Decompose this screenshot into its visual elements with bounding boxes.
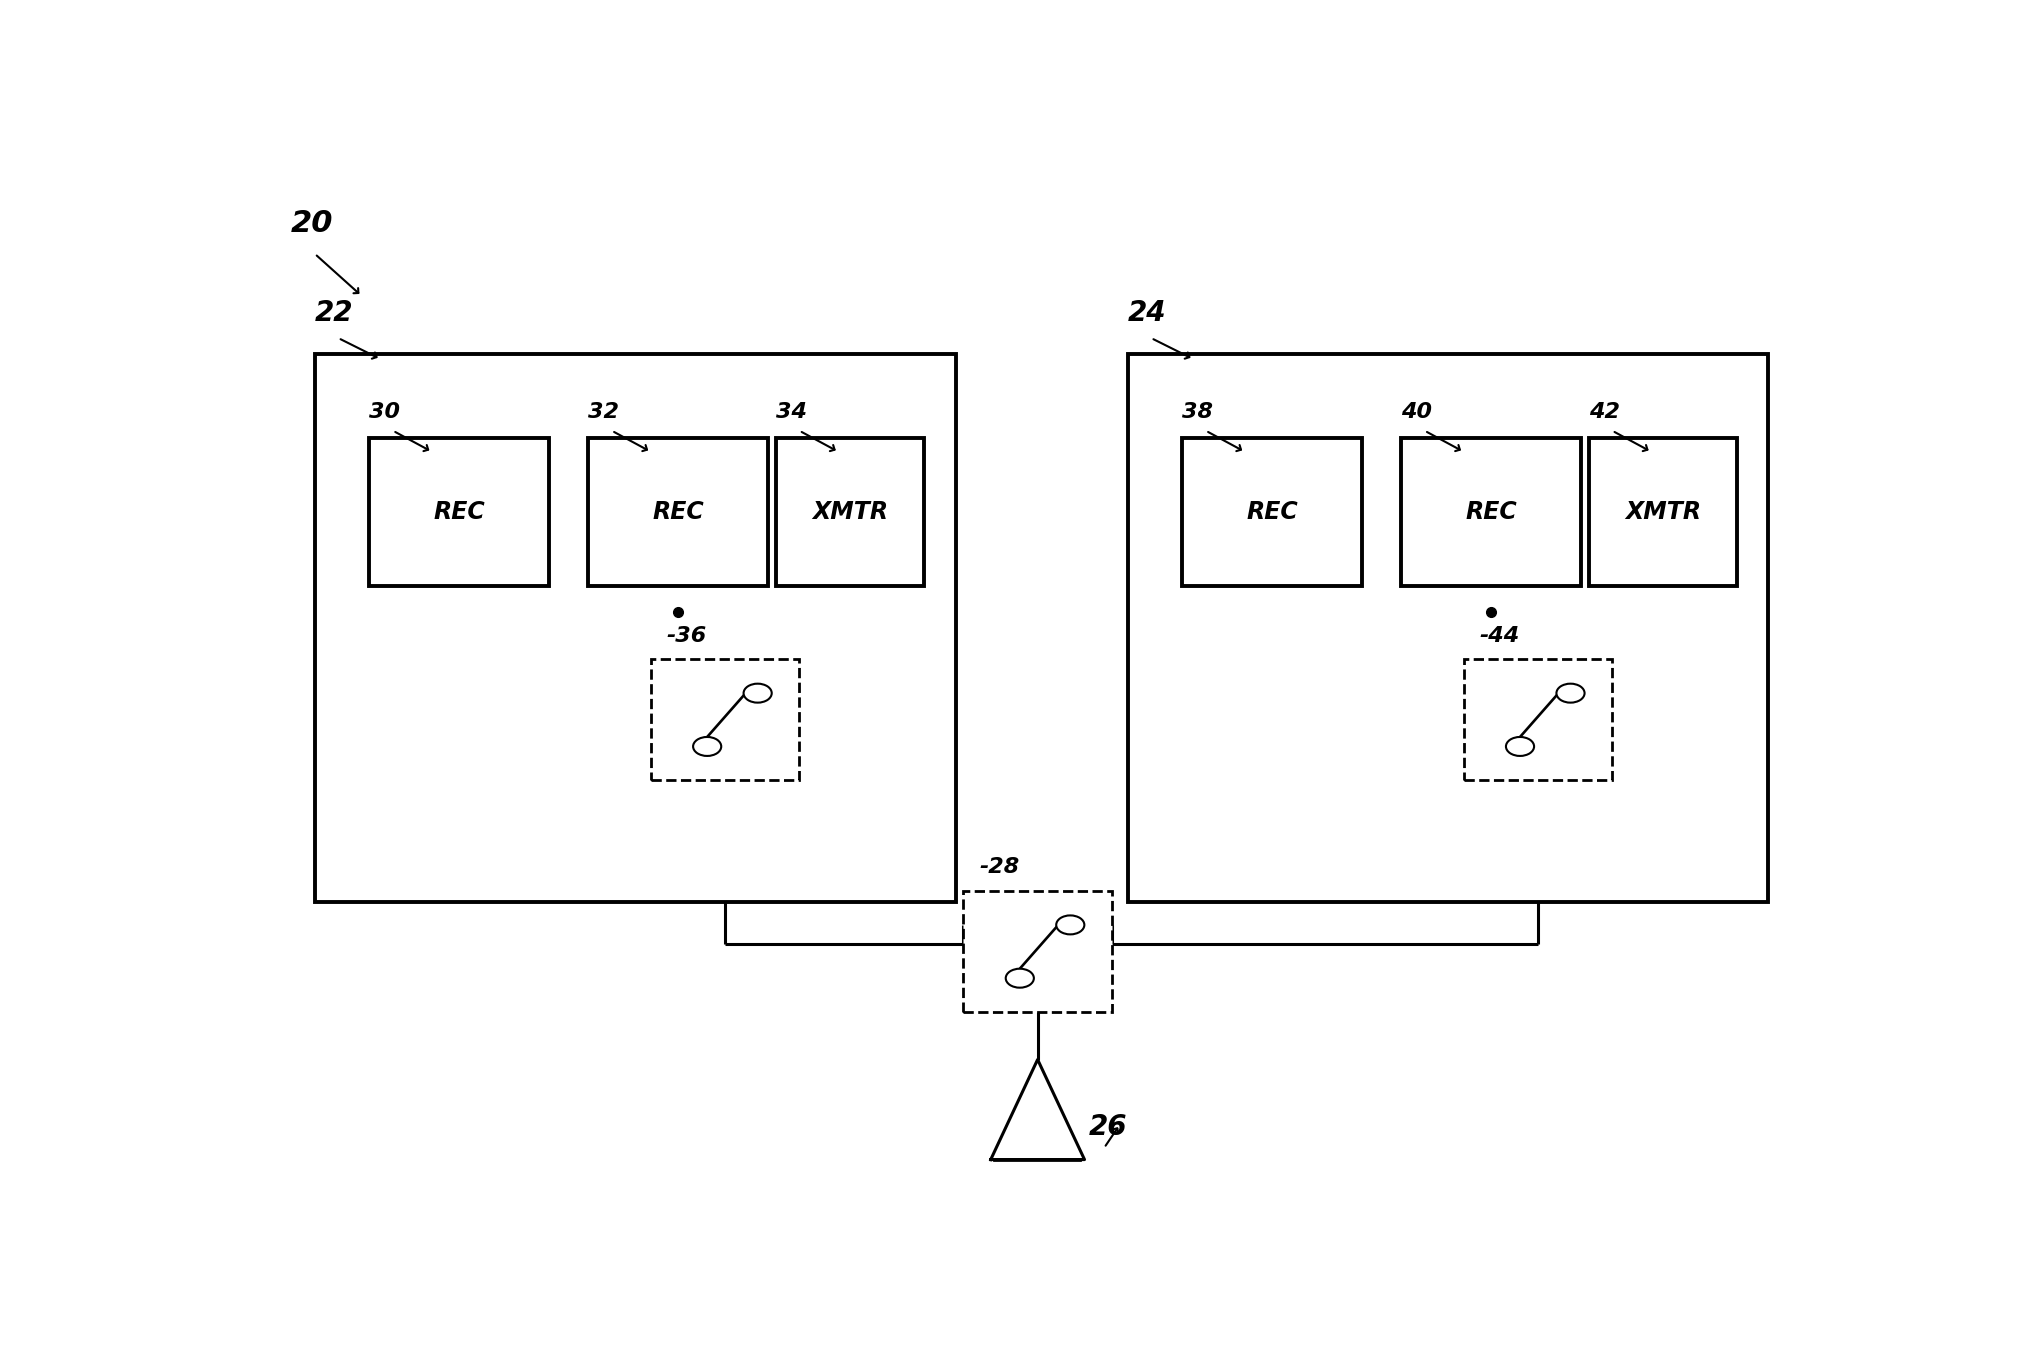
Bar	[1589, 438, 1737, 586]
Text: 34: 34	[777, 402, 807, 423]
Text: XMTR: XMTR	[1626, 499, 1700, 524]
Circle shape	[1006, 969, 1035, 988]
Text: 38: 38	[1182, 402, 1212, 423]
Text: 26: 26	[1089, 1112, 1128, 1141]
Circle shape	[744, 684, 773, 703]
Bar	[315, 354, 956, 902]
Text: REC: REC	[1464, 499, 1517, 524]
Bar	[777, 438, 924, 586]
Text: 30: 30	[369, 402, 399, 423]
Text: REC: REC	[434, 499, 486, 524]
Text: 32: 32	[589, 402, 619, 423]
Text: 40: 40	[1402, 402, 1432, 423]
Text: 20: 20	[290, 209, 333, 238]
Bar	[651, 659, 799, 780]
Bar	[1464, 659, 1612, 780]
Text: REC: REC	[1247, 499, 1299, 524]
Bar	[1402, 438, 1581, 586]
Text: 24: 24	[1128, 300, 1166, 327]
Bar	[1182, 438, 1361, 586]
Text: -36: -36	[666, 625, 706, 646]
Bar	[964, 891, 1111, 1012]
Circle shape	[1557, 684, 1585, 703]
Circle shape	[1057, 915, 1085, 934]
Text: 22: 22	[315, 300, 353, 327]
Text: -44: -44	[1478, 625, 1519, 646]
Text: -28: -28	[978, 858, 1019, 877]
Bar	[369, 438, 549, 586]
Text: REC: REC	[651, 499, 704, 524]
Text: 42: 42	[1589, 402, 1620, 423]
Circle shape	[694, 737, 722, 757]
Text: XMTR: XMTR	[813, 499, 887, 524]
Circle shape	[1507, 737, 1535, 757]
Bar	[1128, 354, 1769, 902]
Bar	[589, 438, 768, 586]
